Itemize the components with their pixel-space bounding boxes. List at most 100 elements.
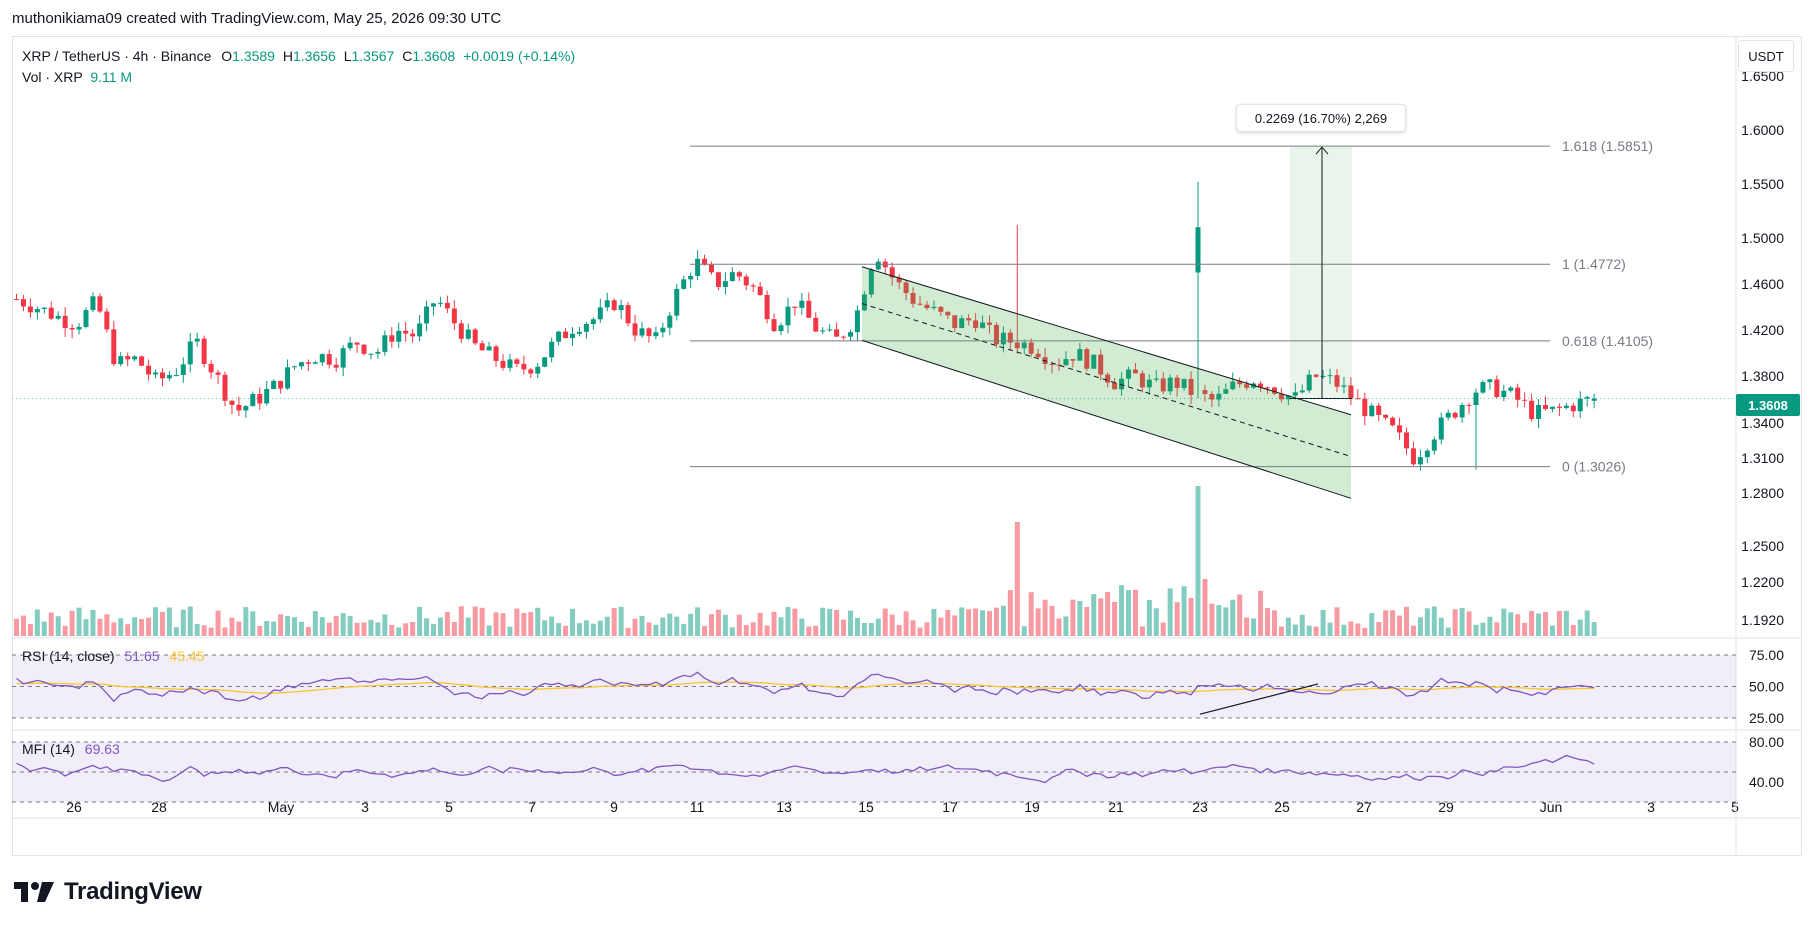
candle-body bbox=[1258, 383, 1264, 388]
candle bbox=[458, 319, 464, 344]
currency-button[interactable]: USDT bbox=[1738, 40, 1794, 72]
candle bbox=[1508, 386, 1514, 393]
volume-bar bbox=[166, 607, 172, 636]
candle-body bbox=[368, 353, 374, 355]
candle-body bbox=[104, 311, 110, 330]
volume-bar bbox=[896, 624, 902, 636]
symbol-title[interactable]: XRP / TetherUS · 4h · Binance bbox=[22, 48, 212, 64]
volume-bar bbox=[1591, 622, 1597, 636]
candle-body bbox=[1049, 363, 1055, 365]
candle-body bbox=[1139, 373, 1145, 388]
candle bbox=[1098, 349, 1104, 381]
volume-bar bbox=[1431, 606, 1437, 636]
candle-body bbox=[1299, 390, 1305, 393]
candle-body bbox=[451, 308, 457, 324]
candle bbox=[437, 296, 443, 308]
candle bbox=[396, 322, 402, 348]
candle-body bbox=[743, 276, 749, 286]
volume-bar bbox=[368, 619, 374, 636]
candle bbox=[361, 344, 367, 356]
candle-body bbox=[667, 315, 673, 328]
price-tick-label: 1.4200 bbox=[1741, 322, 1784, 338]
candle-body bbox=[1383, 414, 1389, 418]
candle-body bbox=[403, 330, 409, 334]
candle-body bbox=[966, 318, 972, 321]
volume-bar bbox=[1271, 610, 1277, 636]
candle bbox=[417, 315, 423, 342]
price-tick-label: 1.4600 bbox=[1741, 276, 1784, 292]
candle-body bbox=[702, 258, 708, 265]
candle bbox=[1209, 391, 1215, 408]
mfi-label[interactable]: MFI (14) bbox=[22, 741, 75, 757]
brand-logo[interactable]: TradingView bbox=[14, 878, 202, 906]
candle bbox=[194, 332, 200, 347]
candle-body bbox=[208, 363, 214, 373]
candle bbox=[298, 361, 304, 370]
rsi-line bbox=[16, 671, 1595, 703]
candle bbox=[229, 399, 235, 415]
candle-body bbox=[1362, 398, 1368, 417]
candle bbox=[1139, 370, 1145, 393]
candle bbox=[903, 280, 909, 301]
volume-bar bbox=[841, 619, 847, 636]
candle-body bbox=[264, 389, 270, 404]
candle bbox=[1369, 403, 1375, 417]
volume-bar bbox=[1369, 613, 1375, 636]
candle-body bbox=[611, 300, 617, 311]
candle bbox=[563, 328, 569, 339]
rsi-label[interactable]: RSI (14, close) bbox=[22, 648, 115, 664]
candle bbox=[841, 335, 847, 340]
candle bbox=[1265, 386, 1270, 394]
candle bbox=[1487, 378, 1493, 390]
volume-bar bbox=[1438, 617, 1444, 636]
price-tick-label: 1.2500 bbox=[1741, 538, 1784, 554]
candle-body bbox=[903, 282, 909, 294]
volume-bar bbox=[1306, 625, 1312, 636]
candle-body bbox=[535, 366, 541, 374]
candle-body bbox=[1132, 369, 1138, 374]
candle-body bbox=[945, 311, 951, 316]
volume-bar bbox=[1195, 486, 1201, 636]
candle bbox=[1549, 406, 1555, 413]
candle-body bbox=[1445, 412, 1451, 418]
mfi-line bbox=[16, 754, 1595, 784]
candle-body bbox=[1570, 405, 1576, 412]
candle-body bbox=[834, 329, 840, 337]
candle-body bbox=[1091, 354, 1097, 369]
time-tick-label: 11 bbox=[690, 799, 705, 815]
volume-bar bbox=[1515, 614, 1521, 636]
projection-arrowhead bbox=[1315, 146, 1329, 155]
volume-bar bbox=[1014, 522, 1020, 636]
candle bbox=[1271, 386, 1277, 396]
volume-bar bbox=[229, 617, 235, 636]
volume-bar bbox=[1265, 608, 1270, 636]
candle bbox=[924, 300, 930, 311]
volume-bar bbox=[778, 617, 784, 636]
candle bbox=[834, 322, 840, 337]
candle bbox=[27, 298, 33, 318]
candle-body bbox=[1348, 385, 1354, 399]
mfi-value: 69.63 bbox=[84, 741, 120, 757]
candle-body bbox=[987, 322, 992, 325]
candle-body bbox=[118, 356, 124, 365]
volume-bar bbox=[1556, 610, 1562, 636]
volume-bar bbox=[771, 611, 777, 636]
candle bbox=[1105, 372, 1111, 388]
volume-bar bbox=[69, 610, 75, 636]
candle bbox=[347, 336, 353, 351]
fib-levels: 1.618 (1.5851) 1 (1.4772) 0.618 (1.4105) 0 … bbox=[690, 138, 1653, 475]
candle-body bbox=[271, 380, 277, 390]
candle bbox=[1167, 374, 1173, 396]
volume-bar bbox=[583, 620, 589, 636]
candle bbox=[139, 355, 145, 367]
candle bbox=[486, 341, 492, 351]
candle-body bbox=[1202, 390, 1208, 394]
volume-bar bbox=[722, 614, 728, 636]
candle bbox=[861, 291, 867, 312]
candle bbox=[1313, 374, 1319, 378]
volume-label[interactable]: Vol · XRP bbox=[22, 69, 83, 85]
volume-bar bbox=[236, 621, 242, 636]
candle-body bbox=[785, 306, 791, 326]
price-axis: 1.6500 1.6000 1.5500 1.5000 1.4600 1.4200 1.38… bbox=[1741, 68, 1784, 628]
